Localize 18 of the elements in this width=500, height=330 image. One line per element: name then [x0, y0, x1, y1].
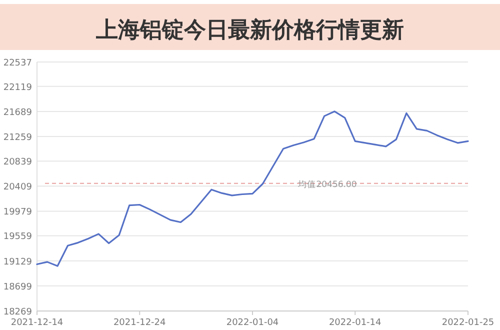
- y-tick-label: 22119: [3, 82, 32, 93]
- chart-title: 上海铝锭今日最新价格行情更新: [95, 17, 404, 43]
- y-tick-label: 21689: [3, 108, 32, 118]
- y-tick-label: 20839: [3, 158, 32, 168]
- x-tick-label: 2022-01-14: [328, 318, 382, 328]
- x-tick-label: 2022-01-04: [226, 318, 279, 328]
- x-tick-label: 2021-12-14: [10, 318, 64, 328]
- y-tick-label: 22537: [3, 58, 32, 68]
- y-tick-label: 18699: [3, 282, 32, 292]
- x-tick-label: 2022-01-25: [442, 318, 494, 328]
- y-tick-label: 20409: [3, 182, 32, 193]
- y-tick-label: 19129: [3, 257, 32, 268]
- y-tick-label: 19979: [3, 208, 32, 218]
- x-tick-label: 2021-12-24: [113, 318, 166, 328]
- y-tick-label: 18269: [3, 308, 32, 318]
- y-tick-label: 21259: [3, 133, 32, 144]
- y-tick-label: 19559: [3, 232, 32, 242]
- line-series: [36, 110, 469, 267]
